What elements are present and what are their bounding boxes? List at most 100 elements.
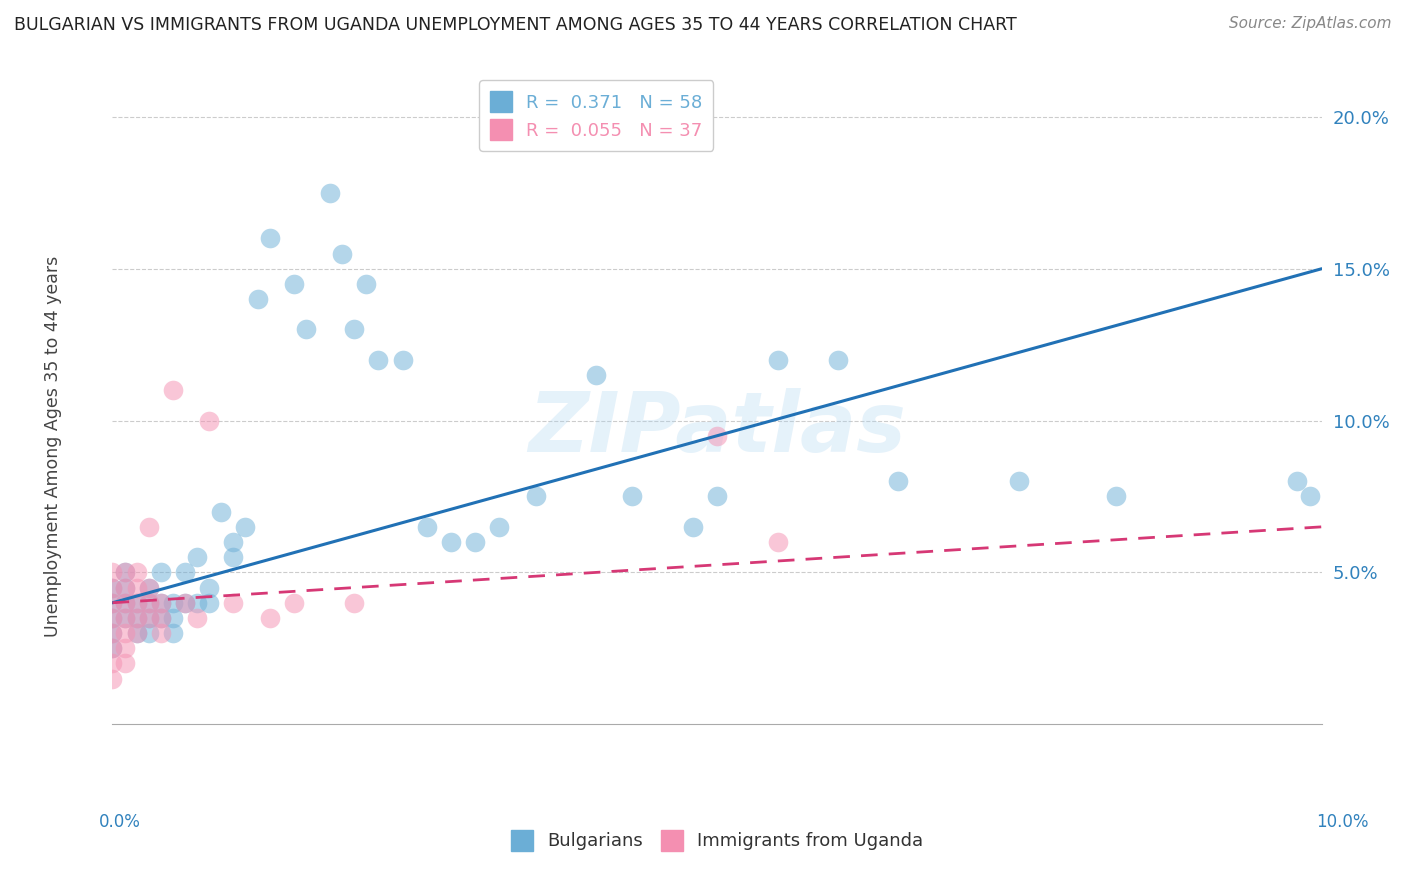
Legend: Bulgarians, Immigrants from Uganda: Bulgarians, Immigrants from Uganda bbox=[503, 822, 931, 858]
Point bbox=[706, 490, 728, 504]
Point bbox=[125, 596, 148, 610]
Point bbox=[524, 490, 547, 504]
Point bbox=[101, 581, 124, 595]
Point bbox=[138, 611, 160, 625]
Point bbox=[114, 581, 136, 595]
Point bbox=[114, 657, 136, 671]
Point bbox=[198, 413, 221, 427]
Point bbox=[125, 626, 148, 640]
Point bbox=[149, 596, 172, 610]
Point bbox=[222, 535, 245, 549]
Point bbox=[222, 550, 245, 565]
Point bbox=[101, 641, 124, 656]
Text: ZIPatlas: ZIPatlas bbox=[529, 388, 905, 468]
Point bbox=[1105, 490, 1128, 504]
Point bbox=[198, 581, 221, 595]
Point bbox=[149, 626, 172, 640]
Point bbox=[706, 429, 728, 443]
Point bbox=[488, 520, 510, 534]
Point bbox=[138, 520, 160, 534]
Point bbox=[101, 626, 124, 640]
Point bbox=[162, 611, 184, 625]
Point bbox=[186, 611, 208, 625]
Point bbox=[138, 626, 160, 640]
Point bbox=[125, 611, 148, 625]
Point bbox=[101, 672, 124, 686]
Point bbox=[682, 520, 704, 534]
Point bbox=[138, 581, 160, 595]
Point bbox=[114, 626, 136, 640]
Point bbox=[356, 277, 378, 291]
Point bbox=[1286, 475, 1309, 489]
Point bbox=[114, 596, 136, 610]
Point bbox=[367, 352, 389, 367]
Point bbox=[259, 231, 281, 245]
Point bbox=[125, 596, 148, 610]
Point bbox=[246, 292, 269, 306]
Text: BULGARIAN VS IMMIGRANTS FROM UGANDA UNEMPLOYMENT AMONG AGES 35 TO 44 YEARS CORRE: BULGARIAN VS IMMIGRANTS FROM UGANDA UNEM… bbox=[14, 16, 1017, 34]
Text: Unemployment Among Ages 35 to 44 years: Unemployment Among Ages 35 to 44 years bbox=[45, 255, 62, 637]
Point bbox=[114, 566, 136, 580]
Point bbox=[101, 566, 124, 580]
Point bbox=[295, 322, 318, 336]
Point bbox=[585, 368, 607, 382]
Text: 0.0%: 0.0% bbox=[98, 814, 141, 831]
Point bbox=[162, 626, 184, 640]
Point bbox=[101, 641, 124, 656]
Point bbox=[283, 596, 305, 610]
Point bbox=[621, 490, 644, 504]
Point bbox=[138, 611, 160, 625]
Point bbox=[198, 596, 221, 610]
Point bbox=[174, 566, 197, 580]
Point bbox=[319, 186, 342, 200]
Point bbox=[259, 611, 281, 625]
Point bbox=[101, 596, 124, 610]
Point bbox=[101, 596, 124, 610]
Point bbox=[114, 581, 136, 595]
Point bbox=[1008, 475, 1031, 489]
Point bbox=[162, 596, 184, 610]
Point bbox=[138, 596, 160, 610]
Point bbox=[101, 626, 124, 640]
Point bbox=[149, 566, 172, 580]
Point bbox=[125, 611, 148, 625]
Point bbox=[343, 322, 366, 336]
Point bbox=[1298, 490, 1320, 504]
Point bbox=[114, 566, 136, 580]
Point bbox=[186, 596, 208, 610]
Point bbox=[887, 475, 910, 489]
Point bbox=[209, 505, 232, 519]
Point bbox=[283, 277, 305, 291]
Point bbox=[186, 550, 208, 565]
Point bbox=[235, 520, 257, 534]
Point bbox=[101, 657, 124, 671]
Point bbox=[391, 352, 413, 367]
Point bbox=[330, 246, 353, 260]
Point bbox=[766, 352, 789, 367]
Point bbox=[766, 535, 789, 549]
Point bbox=[416, 520, 439, 534]
Point bbox=[222, 596, 245, 610]
Point bbox=[101, 611, 124, 625]
Point bbox=[149, 596, 172, 610]
Point bbox=[138, 581, 160, 595]
Text: 10.0%: 10.0% bbox=[1316, 814, 1369, 831]
Point bbox=[114, 611, 136, 625]
Point bbox=[174, 596, 197, 610]
Point bbox=[125, 566, 148, 580]
Text: Source: ZipAtlas.com: Source: ZipAtlas.com bbox=[1229, 16, 1392, 31]
Point bbox=[101, 611, 124, 625]
Point bbox=[125, 626, 148, 640]
Point bbox=[162, 383, 184, 397]
Point bbox=[464, 535, 486, 549]
Point bbox=[343, 596, 366, 610]
Point bbox=[101, 581, 124, 595]
Point bbox=[114, 611, 136, 625]
Point bbox=[827, 352, 849, 367]
Point bbox=[174, 596, 197, 610]
Point bbox=[138, 596, 160, 610]
Point bbox=[149, 611, 172, 625]
Point bbox=[114, 596, 136, 610]
Point bbox=[440, 535, 463, 549]
Point bbox=[125, 581, 148, 595]
